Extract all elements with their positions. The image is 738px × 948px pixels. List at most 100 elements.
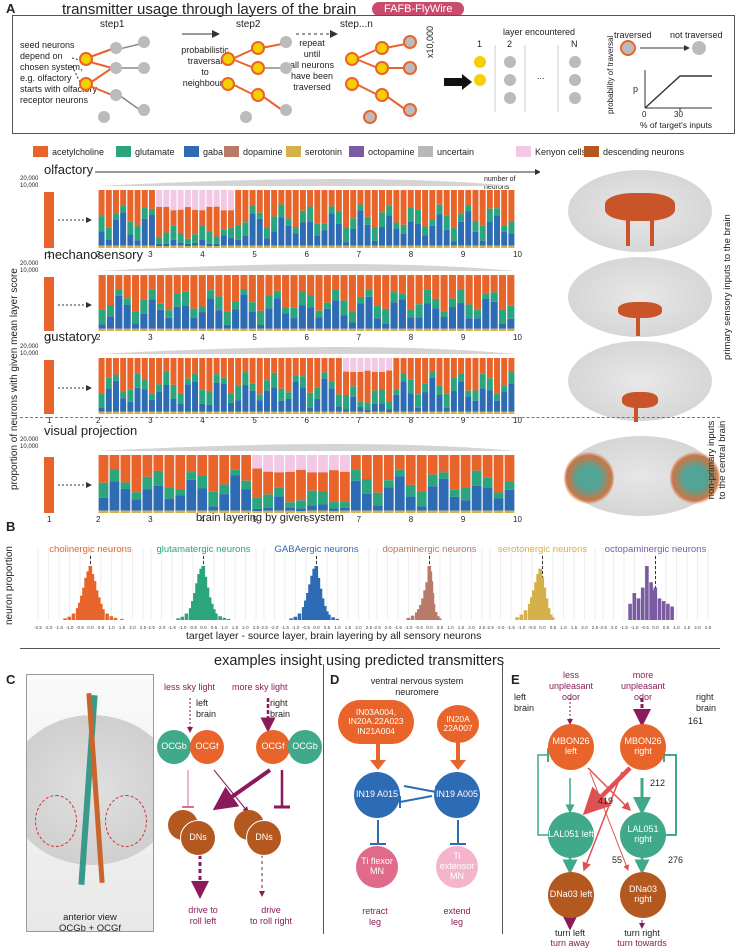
layer-bar-segment — [329, 510, 339, 513]
layer-col-1: 1 — [477, 39, 483, 49]
layer-bar-segment — [386, 358, 393, 371]
layer-bar-segment — [493, 498, 504, 511]
legend-serotonin: serotonin — [286, 146, 342, 157]
layer-bar-segment — [314, 190, 321, 224]
layer-bar-segment — [120, 358, 127, 392]
histogram-tick: -0.5 — [641, 625, 649, 630]
layer-bar-segment — [407, 328, 415, 331]
histogram-bar — [538, 568, 542, 620]
histogram-bar — [310, 575, 314, 620]
layer-bar-segment — [449, 496, 460, 511]
histogram-tick: 2.0 — [129, 625, 136, 630]
layer-bar-segment — [213, 243, 220, 247]
layer-bar-segment — [197, 455, 208, 476]
brain-render-visual — [560, 432, 725, 522]
histogram-bar — [94, 590, 99, 620]
layer-tick: 1 — [47, 416, 52, 425]
layer-bar-segment — [364, 245, 371, 248]
layer-bar-segment — [393, 190, 400, 223]
layer-bar-segment — [390, 328, 398, 331]
layer-bar-segment — [184, 384, 191, 412]
layer-bar-segment — [127, 389, 134, 402]
layer-bar-segment — [448, 307, 457, 329]
layer-bar-segment — [296, 469, 306, 501]
layer-bar-segment — [131, 323, 140, 329]
layer-bar-segment — [263, 494, 273, 508]
layer-bar-segment — [371, 240, 378, 246]
layer-bar-segment — [429, 372, 436, 378]
layer-bar-segment — [340, 471, 350, 503]
layer-arrowhead-1 — [86, 302, 92, 308]
layer-bar-segment — [486, 390, 493, 412]
layer-bar-segment — [141, 218, 148, 246]
layer-bar-segment — [112, 374, 119, 381]
layer-bar-segment — [486, 378, 493, 391]
histogram-bar — [205, 587, 210, 620]
layer-bar-segment — [273, 298, 281, 329]
panel-c-diagram — [182, 698, 290, 899]
layer-bar-segment — [458, 381, 465, 412]
histogram-tick: 2.0 — [355, 625, 362, 630]
layer-bar-segment — [271, 372, 278, 388]
layer-bar-segment — [164, 487, 175, 499]
layer-bar-segment — [98, 275, 106, 310]
layer-bar-segment — [361, 493, 372, 511]
histogram-bar — [82, 587, 86, 620]
layer-bar-segment — [343, 227, 350, 243]
layer-bar-segment — [314, 387, 321, 399]
layer-bar-segment — [134, 373, 141, 388]
layer-bar-segment — [372, 455, 383, 493]
layer-bar-segment — [423, 275, 431, 290]
layer-bar-segment — [134, 245, 141, 248]
ocgb-left: OCGb — [157, 730, 191, 764]
layer-bar-segment — [170, 358, 177, 385]
layer-bar-segment — [386, 401, 393, 410]
layer-bar-segment — [393, 389, 400, 395]
layer-bar-segment — [422, 383, 429, 393]
layer-bar-segment — [164, 498, 175, 511]
layer-bar-segment — [232, 309, 240, 329]
layer-bar-segment — [170, 239, 177, 246]
layer-bar-segment — [207, 328, 215, 331]
histogram-tick: 0.0 — [200, 625, 207, 630]
layer-bar-segment — [364, 224, 371, 246]
layer-bar-segment — [256, 245, 263, 248]
layer-bar-segment — [382, 308, 390, 324]
layer-bar-segment — [364, 411, 371, 414]
panel-d-letter: D — [330, 672, 340, 687]
histogram-bar — [666, 603, 670, 620]
layer-bar-segment — [206, 206, 213, 232]
layer-bar-segment — [219, 484, 230, 495]
layer-bar-segment — [501, 391, 508, 412]
layer-bar-segment — [127, 190, 134, 222]
layer-bar-segment — [299, 387, 306, 412]
layer-bar-segment — [127, 234, 134, 246]
layer-bar-segment — [220, 229, 227, 236]
layer-bar-segment — [378, 245, 385, 248]
y-tick-olf-20000: 20,000 — [20, 176, 39, 182]
layer-bar-segment — [407, 379, 414, 394]
divider-cd — [323, 664, 324, 934]
layer-bar-segment — [479, 225, 486, 241]
histogram-tick: -2.0 — [610, 625, 618, 630]
side-label-nonprimary: non-primary inputs to the central brain — [706, 420, 728, 500]
histogram-bar — [312, 568, 316, 620]
layer-bar-segment — [407, 207, 414, 222]
layer-bar-segment — [465, 211, 472, 246]
layer-bar-segment — [148, 328, 156, 331]
step1-label: step1 — [100, 19, 125, 30]
layer-bar-segment — [109, 469, 120, 482]
layer-bar-segment — [98, 411, 105, 414]
layer-bar-segment — [507, 328, 515, 331]
layer-bar-segment — [219, 494, 230, 511]
histogram-bar — [306, 593, 310, 620]
layer-bar-segment — [386, 370, 393, 402]
layer-bar-segment — [407, 190, 414, 208]
histogram-tick: -1.0 — [66, 625, 74, 630]
layer-bar-segment — [482, 477, 493, 489]
panel-e-letter: E — [511, 672, 520, 687]
layer-bar-segment — [405, 496, 416, 511]
layer-tick: 1 — [47, 515, 52, 524]
legend-glutamate: glutamate — [116, 146, 175, 157]
layer-bar-segment — [373, 318, 381, 329]
